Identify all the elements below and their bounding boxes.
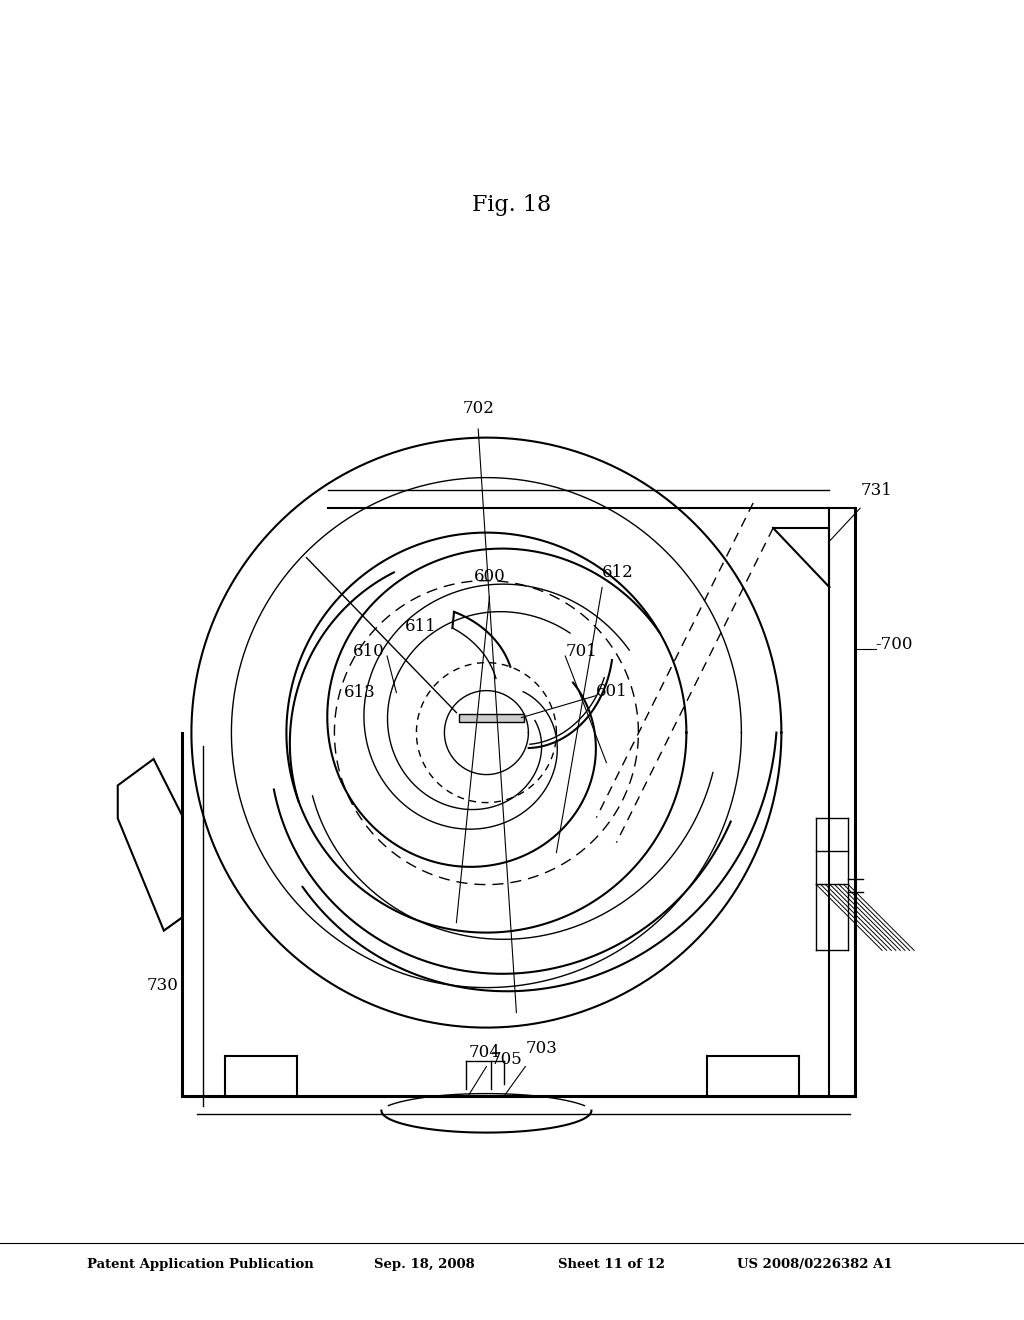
Text: 731: 731 — [860, 482, 892, 499]
Text: -700: -700 — [876, 636, 913, 653]
Text: 601: 601 — [596, 682, 628, 700]
Text: 612: 612 — [602, 564, 634, 581]
Text: 704: 704 — [469, 1044, 501, 1061]
Text: 702: 702 — [462, 400, 495, 417]
Text: 611: 611 — [404, 618, 436, 635]
Text: 610: 610 — [353, 643, 385, 660]
Text: 703: 703 — [525, 1040, 557, 1057]
Text: US 2008/0226382 A1: US 2008/0226382 A1 — [737, 1258, 893, 1271]
Text: 701: 701 — [565, 643, 597, 660]
Text: Fig. 18: Fig. 18 — [472, 194, 552, 215]
Text: 600: 600 — [473, 568, 506, 585]
Text: 705: 705 — [490, 1051, 522, 1068]
Text: Sheet 11 of 12: Sheet 11 of 12 — [558, 1258, 665, 1271]
Text: Patent Application Publication: Patent Application Publication — [87, 1258, 313, 1271]
Text: 613: 613 — [344, 684, 376, 701]
Bar — [459, 714, 524, 722]
Text: Sep. 18, 2008: Sep. 18, 2008 — [374, 1258, 474, 1271]
Text: 730: 730 — [146, 977, 178, 994]
